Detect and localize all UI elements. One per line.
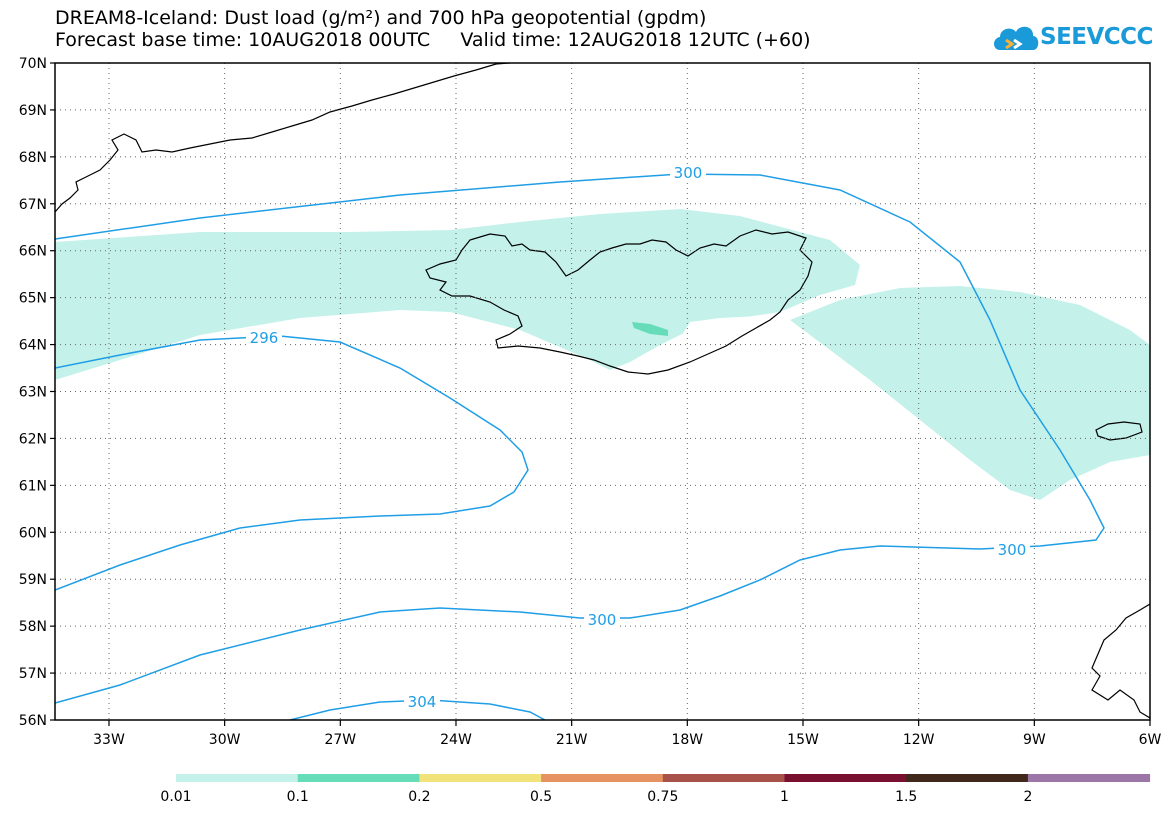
- dust-band-east: [790, 286, 1150, 500]
- contour-label-296: 296: [250, 329, 279, 347]
- dust-band-west: [55, 209, 860, 380]
- seevccc-logo: SEEVCCC: [990, 18, 1153, 58]
- lon-tick-label: 27W: [324, 732, 356, 748]
- lat-tick-label: 56N: [19, 713, 47, 729]
- lon-tick-label: 9W: [1023, 732, 1046, 748]
- colorbar-label: 0.5: [530, 789, 552, 805]
- lat-tick-label: 58N: [19, 619, 47, 635]
- contour-label-300-north: 300: [674, 164, 703, 182]
- lon-tick-label: 6W: [1139, 732, 1162, 748]
- colorbar-swatch: [541, 774, 664, 782]
- colorbar-label: 0.1: [287, 789, 309, 805]
- lat-tick-label: 66N: [19, 244, 47, 260]
- iceland-coast: [425, 229, 813, 375]
- lat-tick-label: 63N: [19, 385, 47, 401]
- latitude-labels: 56N 57N 58N 59N 60N 61N 62N 63N 64N 65N 66N 67N 68N 6…: [19, 56, 47, 729]
- scotland-coast: [1091, 603, 1150, 719]
- colorbar-swatch: [176, 774, 299, 782]
- colorbar-label: 0.75: [647, 789, 678, 805]
- lon-tick-label: 24W: [440, 732, 472, 748]
- lon-tick-label: 30W: [209, 732, 241, 748]
- lat-tick-label: 60N: [19, 525, 47, 541]
- logo-text: SEEVCCC: [1040, 24, 1153, 50]
- map-subtitle: Forecast base time: 10AUG2018 00UTC Vali…: [55, 29, 811, 51]
- dust-load-field: [55, 209, 1150, 500]
- map-title: DREAM8-Iceland: Dust load (g/m²) and 700…: [55, 7, 707, 29]
- coastlines: [55, 63, 1150, 719]
- contour-label-304: 304: [408, 693, 437, 711]
- lon-tick-label: 12W: [903, 732, 935, 748]
- colorbar-label: 1: [780, 789, 789, 805]
- colorbar-swatch: [297, 774, 420, 782]
- colorbar-swatch: [419, 774, 542, 782]
- colorbar-swatch: [906, 774, 1029, 782]
- lat-tick-label: 64N: [19, 338, 47, 354]
- lon-tick-label: 21W: [556, 732, 588, 748]
- colorbar-swatch: [784, 774, 907, 782]
- lat-tick-label: 70N: [19, 56, 47, 72]
- faroe-coast: [1095, 421, 1143, 441]
- dust-patch-0.1: [632, 322, 668, 336]
- lon-tick-label: 18W: [671, 732, 703, 748]
- colorbar-labels: 0.01 0.1 0.2 0.5 0.75 1 1.5 2: [160, 789, 1032, 805]
- lat-tick-label: 65N: [19, 291, 47, 307]
- lat-tick-label: 67N: [19, 197, 47, 213]
- greenland-coast: [55, 63, 511, 213]
- contour-296: [55, 335, 529, 591]
- dust-hole: [680, 316, 780, 342]
- colorbar: [176, 774, 1151, 782]
- contour-label-group: 300 296 300 300 304: [246, 164, 1030, 711]
- colorbar-label: 2: [1023, 789, 1032, 805]
- lon-tick-label: 33W: [93, 732, 125, 748]
- lat-tick-label: 62N: [19, 431, 47, 447]
- colorbar-swatch: [662, 774, 785, 782]
- lat-tick-label: 61N: [19, 478, 47, 494]
- lon-tick-label: 15W: [787, 732, 819, 748]
- colorbar-label: 0.2: [408, 789, 430, 805]
- axis-ticks: [50, 62, 1151, 726]
- lat-tick-label: 59N: [19, 572, 47, 588]
- lat-tick-label: 57N: [19, 666, 47, 682]
- colorbar-label: 1.5: [895, 789, 917, 805]
- contour-label-300-east: 300: [998, 541, 1027, 559]
- colorbar-label: 0.01: [160, 789, 191, 805]
- longitude-labels: 33W 30W 27W 24W 21W 18W 15W 12W 9W 6W: [93, 732, 1161, 748]
- lat-tick-label: 69N: [19, 103, 47, 119]
- contour-label-300-south: 300: [588, 611, 617, 629]
- cloud-icon: [994, 26, 1039, 50]
- colorbar-swatch: [1027, 774, 1151, 782]
- lat-tick-label: 68N: [19, 150, 47, 166]
